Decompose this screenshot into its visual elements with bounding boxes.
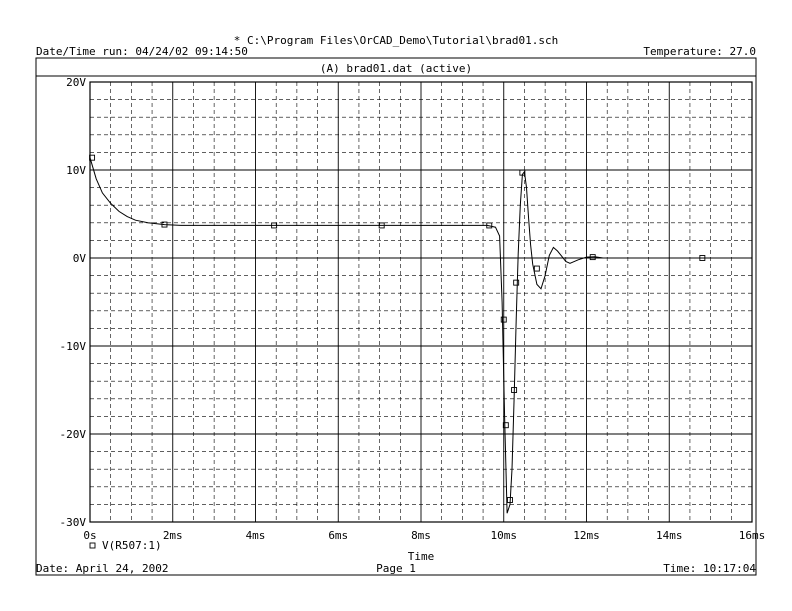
legend-marker: [89, 542, 96, 549]
x-tick-label: 10ms: [491, 529, 518, 542]
y-tick-label: 20V: [66, 76, 86, 89]
series-marker: [589, 254, 596, 261]
series-marker: [511, 387, 518, 393]
run-datetime: Date/Time run: 04/24/02 09:14:50: [36, 45, 248, 58]
y-tick-label: -10V: [60, 340, 87, 353]
schematic-path: * C:\Program Files\OrCAD_Demo\Tutorial\b…: [233, 34, 559, 47]
series-marker: [502, 422, 509, 429]
y-tick-label: -20V: [60, 428, 87, 441]
series-marker: [161, 221, 168, 228]
x-tick-label: 12ms: [573, 529, 600, 542]
series-marker: [89, 154, 96, 161]
series-marker: [513, 279, 520, 286]
series-marker: [519, 169, 526, 176]
series-marker: [507, 497, 513, 503]
x-tick-label: 14ms: [656, 529, 683, 542]
footer-page: Page 1: [376, 562, 416, 575]
series-marker: [533, 265, 540, 272]
x-tick-label: 0s: [83, 529, 96, 542]
series-marker: [378, 222, 385, 229]
x-tick-label: 8ms: [411, 529, 431, 542]
plot-frame: [89, 81, 753, 523]
y-tick-label: -30V: [60, 516, 87, 529]
x-tick-label: 16ms: [739, 529, 766, 542]
series-marker: [500, 316, 507, 323]
outer-frame: [35, 57, 757, 576]
x-tick-label: 4ms: [246, 529, 266, 542]
x-tick-label: 6ms: [328, 529, 348, 542]
y-tick-label: 10V: [66, 164, 86, 177]
x-tick-label: 2ms: [163, 529, 183, 542]
series-marker: [271, 222, 278, 229]
temperature: Temperature: 27.0: [643, 45, 756, 58]
series-line-0: [89, 157, 612, 514]
x-axis-label: Time: [408, 550, 435, 563]
series-marker: [486, 222, 493, 229]
series-marker: [699, 255, 706, 261]
section-title: (A) brad01.dat (active): [319, 62, 473, 75]
footer-date: Date: April 24, 2002: [36, 562, 169, 575]
footer-time: Time: 10:17:04: [663, 562, 756, 575]
legend-label: V(R507:1): [102, 539, 162, 552]
y-tick-label: 0V: [73, 252, 87, 265]
